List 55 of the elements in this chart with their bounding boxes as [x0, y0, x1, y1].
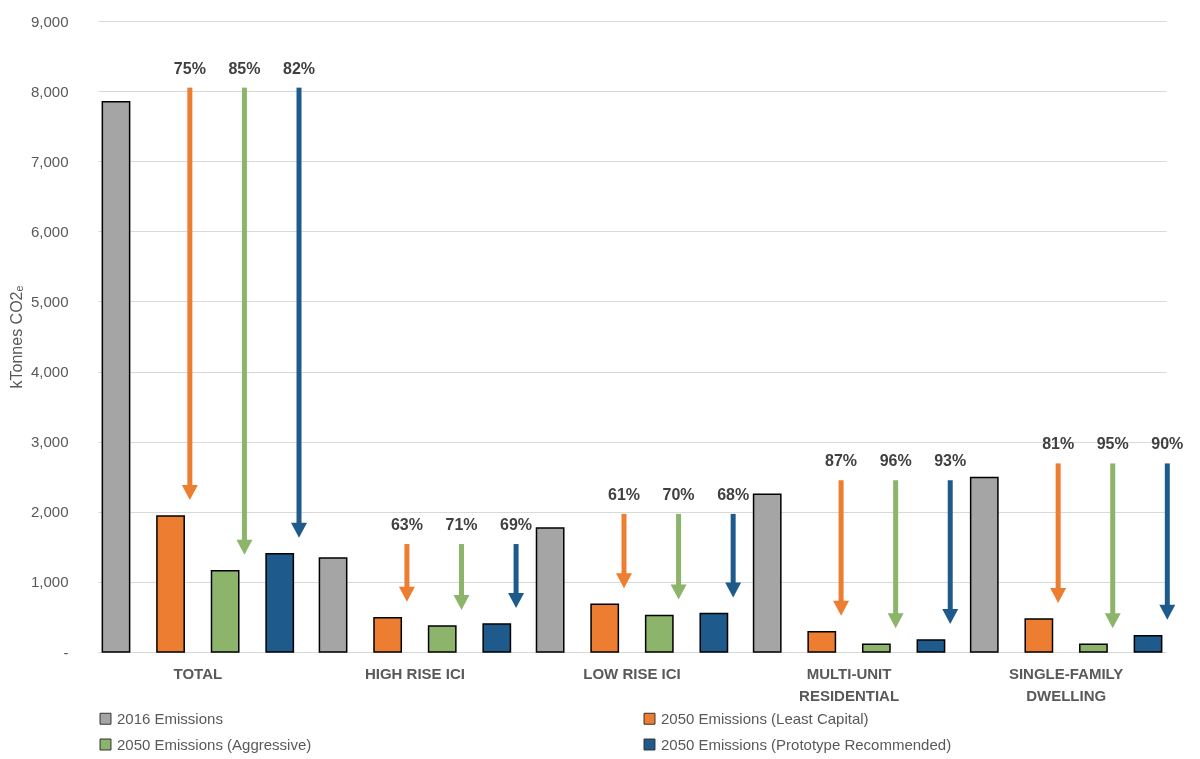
y-tick-label: 5,000: [30, 292, 69, 310]
x-tick-label: LOW RISE ICI: [583, 664, 681, 682]
legend-label: 2050 Emissions (Aggressive): [117, 735, 312, 753]
annotation: 87%: [825, 452, 858, 470]
annotation: 61%: [607, 485, 641, 503]
y-tick-label: 2,000: [30, 503, 69, 521]
bar: [969, 476, 999, 653]
bar: [590, 603, 620, 653]
y-tick-label: 3,000: [30, 433, 69, 451]
annotation: 96%: [879, 452, 912, 470]
bar: [210, 569, 240, 653]
annotation: 75%: [173, 59, 206, 77]
bar: [916, 639, 946, 653]
y-tick-label: 1,000: [30, 573, 69, 591]
annotation: 69%: [500, 516, 533, 534]
bar: [1079, 643, 1108, 653]
annotation: 90%: [1151, 435, 1184, 453]
bar: [156, 515, 185, 653]
annotation: 93%: [934, 452, 967, 470]
annotation: 63%: [390, 516, 423, 534]
annotation: 82%: [282, 59, 316, 77]
x-tick-label: SINGLE-FAMILY DWELLING: [1008, 664, 1124, 704]
y-tick-label: 4,000: [30, 363, 69, 381]
annotation: 71%: [445, 516, 478, 534]
x-tick-label: MULTI-UNIT RESIDENTIAL: [799, 664, 900, 704]
y-tick-label: 9,000: [30, 12, 69, 30]
x-tick-label: HIGH RISE ICI: [364, 664, 465, 682]
bar: [373, 616, 403, 653]
y-axis-title: kTonnes CO2ₑ: [7, 285, 25, 389]
bar: [1133, 635, 1163, 653]
annotation: 85%: [228, 59, 261, 77]
bar: [644, 614, 674, 653]
annotation: 70%: [662, 485, 695, 503]
annotation: 81%: [1042, 435, 1075, 453]
bar: [427, 625, 457, 653]
annotation: 95%: [1096, 435, 1129, 453]
bar: [265, 553, 295, 653]
bar: [318, 557, 348, 653]
annotation: 68%: [717, 485, 750, 503]
y-tick-label: 8,000: [30, 82, 69, 100]
legend-label: 2050 Emissions (Prototype Recommended): [661, 735, 952, 753]
bar: [807, 630, 837, 653]
x-tick-label: TOTAL: [173, 664, 223, 682]
bar: [535, 527, 565, 653]
bar: [699, 612, 729, 653]
y-tick-label: -: [63, 643, 69, 661]
y-tick-label: 7,000: [30, 152, 69, 170]
bar: [482, 623, 512, 653]
bar: [101, 100, 131, 653]
legend-label: 2016 Emissions: [117, 709, 223, 727]
bar: [752, 493, 782, 653]
y-tick-label: 6,000: [30, 222, 69, 240]
legend-label: 2050 Emissions (Least Capital): [661, 709, 869, 727]
bar: [1024, 618, 1054, 653]
bar: [861, 643, 891, 653]
